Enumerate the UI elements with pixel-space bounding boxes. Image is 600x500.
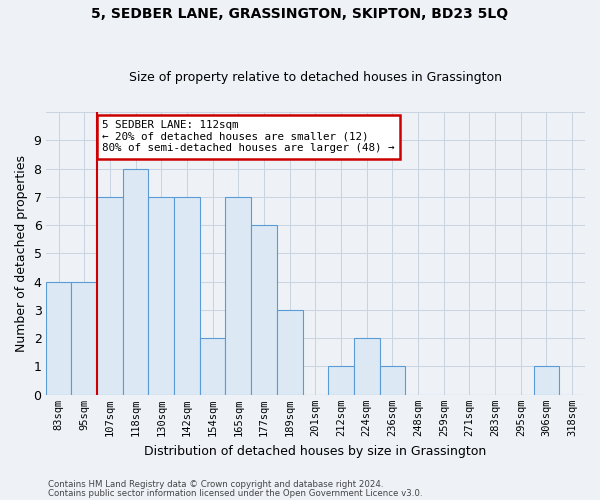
Bar [97,197,123,394]
Bar [226,197,251,394]
Bar [380,366,405,394]
Bar [200,338,226,394]
Bar [328,366,354,394]
Bar [354,338,380,394]
Text: Contains HM Land Registry data © Crown copyright and database right 2024.: Contains HM Land Registry data © Crown c… [48,480,383,489]
Text: 5, SEDBER LANE, GRASSINGTON, SKIPTON, BD23 5LQ: 5, SEDBER LANE, GRASSINGTON, SKIPTON, BD… [91,8,509,22]
Text: 5 SEDBER LANE: 112sqm
← 20% of detached houses are smaller (12)
80% of semi-deta: 5 SEDBER LANE: 112sqm ← 20% of detached … [102,120,395,153]
Bar [148,197,174,394]
Text: Contains public sector information licensed under the Open Government Licence v3: Contains public sector information licen… [48,488,422,498]
Y-axis label: Number of detached properties: Number of detached properties [15,155,28,352]
X-axis label: Distribution of detached houses by size in Grassington: Distribution of detached houses by size … [144,444,487,458]
Bar [251,225,277,394]
Bar [277,310,302,394]
Bar [174,197,200,394]
Title: Size of property relative to detached houses in Grassington: Size of property relative to detached ho… [129,72,502,85]
Bar [123,168,148,394]
Bar [46,282,71,395]
Bar [533,366,559,394]
Bar [71,282,97,395]
